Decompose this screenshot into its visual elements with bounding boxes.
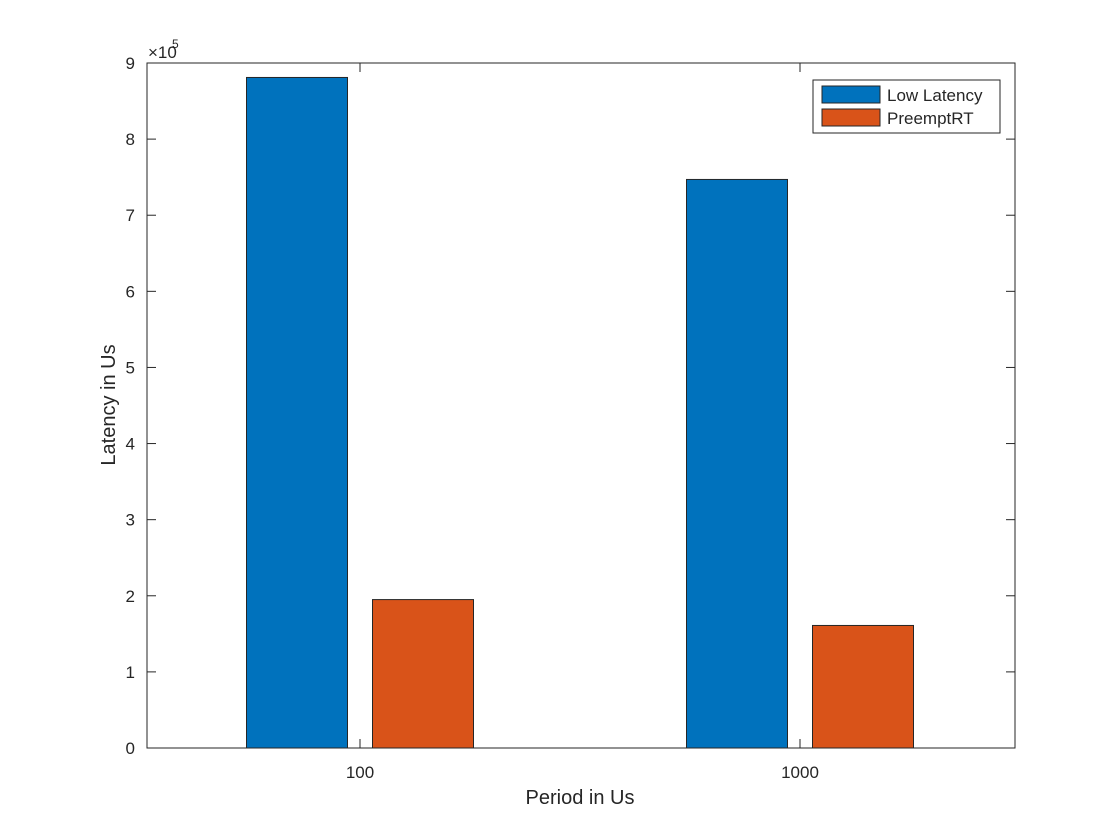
y-tick-label: 0 [126, 739, 135, 758]
legend-label-low-latency: Low Latency [887, 86, 983, 105]
legend-label-preemptrt: PreemptRT [887, 109, 974, 128]
x-tick-label: 1000 [781, 763, 819, 782]
x-axis: 100 1000 [346, 63, 819, 782]
legend-swatch-low-latency [821, 85, 881, 104]
bar-preemptrt-1000 [812, 624, 914, 749]
y-tick-label: 6 [126, 282, 135, 301]
bar-preemptrt-100 [372, 599, 474, 749]
x-tick-label: 100 [346, 763, 374, 782]
x-axis-label: Period in Us [526, 787, 635, 809]
y-tick-label: 7 [126, 206, 135, 225]
bar-low-latency-1000 [686, 178, 788, 749]
y-axis: 0 1 2 3 4 5 6 7 8 9 [126, 54, 1015, 758]
y-tick-label: 9 [126, 54, 135, 73]
y-tick-label: 8 [126, 130, 135, 149]
y-exponent-base: ×10 [148, 43, 177, 62]
y-tick-label: 5 [126, 358, 135, 377]
y-tick-label: 2 [126, 587, 135, 606]
legend-swatch-preemptrt [821, 108, 881, 127]
axes-box [146, 62, 1016, 749]
y-tick-label: 4 [126, 435, 135, 454]
bar-low-latency-100 [246, 76, 348, 749]
legend: Low Latency PreemptRT [812, 79, 1001, 134]
y-tick-label: 3 [126, 511, 135, 530]
bars-group [246, 76, 914, 749]
y-exponent-power: 5 [172, 37, 179, 51]
y-tick-label: 1 [126, 663, 135, 682]
y-axis-label: Latency in Us [98, 344, 120, 465]
